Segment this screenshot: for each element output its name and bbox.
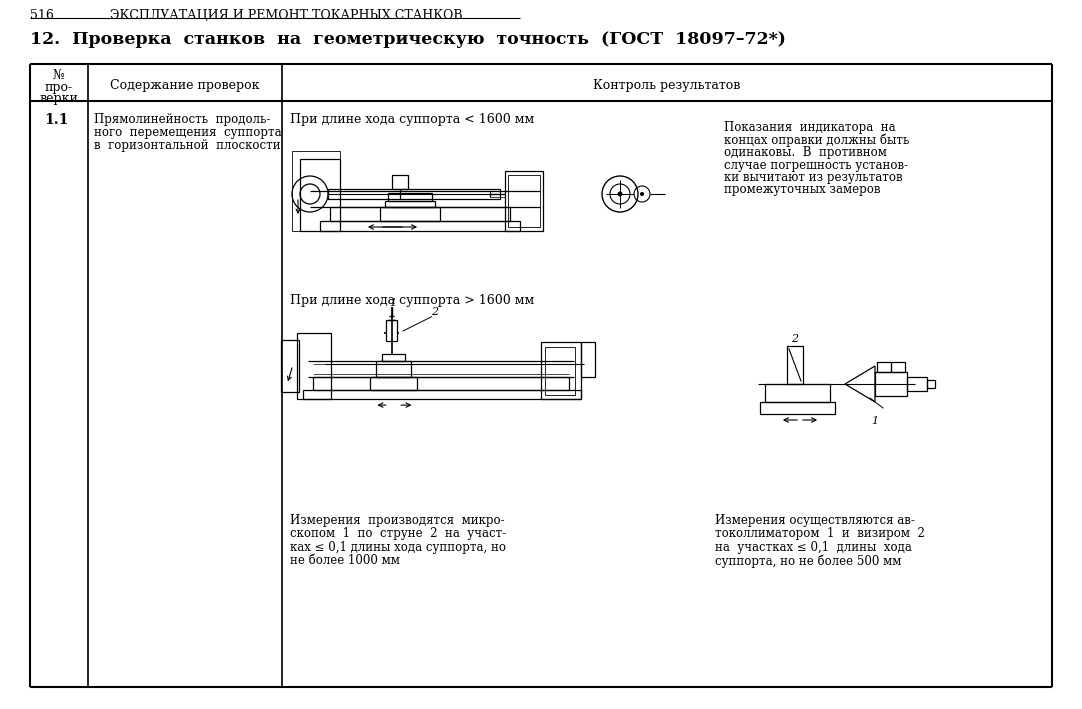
Bar — [388, 193, 432, 201]
Text: ки вычитают из результатов: ки вычитают из результатов — [724, 171, 902, 184]
Bar — [927, 380, 935, 388]
Bar — [875, 372, 907, 396]
Text: скопом  1  по  струне  2  на  участ-: скопом 1 по струне 2 на участ- — [290, 527, 506, 540]
Bar — [765, 384, 830, 402]
Bar — [370, 376, 418, 390]
Text: Измерения  производятся  микро-: Измерения производятся микро- — [290, 514, 504, 527]
Text: Прямолинейность  продоль-: Прямолинейность продоль- — [94, 113, 270, 126]
Text: Содержание проверок: Содержание проверок — [110, 79, 260, 92]
Bar — [392, 175, 408, 189]
Text: не более 1000 мм: не более 1000 мм — [290, 554, 400, 567]
Text: 1: 1 — [390, 298, 397, 308]
Text: ках ≤ 0,1 длины хода суппорта, но: ках ≤ 0,1 длины хода суппорта, но — [290, 541, 506, 554]
Bar — [300, 159, 340, 231]
Text: При длине хода суппорта < 1600 мм: При длине хода суппорта < 1600 мм — [290, 113, 535, 126]
Text: 1.1: 1.1 — [44, 113, 68, 127]
Text: 2: 2 — [791, 334, 799, 344]
Text: 2: 2 — [432, 307, 438, 317]
Bar — [313, 376, 569, 390]
Bar — [281, 340, 299, 392]
Text: При длине хода суппорта > 1600 мм: При длине хода суппорта > 1600 мм — [290, 294, 535, 307]
Text: одинаковы.  В  противном: одинаковы. В противном — [724, 146, 887, 159]
Bar — [787, 346, 803, 384]
Text: концах оправки должны быть: концах оправки должны быть — [724, 133, 909, 147]
Text: 12.  Проверка  станков  на  геометрическую  точность  (ГОСТ  18097–72*): 12. Проверка станков на геометрическую т… — [30, 31, 786, 48]
Bar — [328, 189, 500, 199]
Text: суппорта, но не более 500 мм: суппорта, но не более 500 мм — [715, 554, 901, 568]
Bar — [303, 390, 581, 399]
Text: на  участках ≤ 0,1  длины  хода: на участках ≤ 0,1 длины хода — [715, 541, 912, 554]
Text: случае погрешность установ-: случае погрешность установ- — [724, 159, 908, 172]
Text: №: № — [53, 70, 65, 83]
Circle shape — [639, 192, 644, 196]
Bar — [380, 207, 440, 221]
Bar — [509, 175, 540, 227]
Bar — [320, 221, 520, 231]
Text: верки: верки — [40, 92, 78, 105]
Text: ного  перемещения  суппорта: ного перемещения суппорта — [94, 126, 281, 139]
Text: 1: 1 — [871, 416, 879, 426]
Bar — [581, 342, 595, 376]
Text: токоллиматором  1  и  визиром  2: токоллиматором 1 и визиром 2 — [715, 527, 925, 540]
Bar — [292, 151, 340, 231]
Text: промежуточных замеров: промежуточных замеров — [724, 184, 881, 196]
Bar — [760, 402, 835, 414]
Bar — [385, 201, 435, 207]
Bar — [541, 342, 581, 399]
Circle shape — [618, 191, 622, 196]
Text: Измерения осуществляются ав-: Измерения осуществляются ав- — [715, 514, 915, 527]
Bar — [878, 362, 905, 372]
Bar — [382, 354, 405, 362]
Bar — [377, 362, 410, 376]
Text: 516: 516 — [30, 9, 54, 22]
Bar — [505, 171, 543, 231]
Bar — [330, 207, 510, 221]
Text: Контроль результатов: Контроль результатов — [593, 79, 741, 92]
Bar — [386, 320, 397, 340]
Text: про-: про- — [45, 81, 74, 94]
Text: ЭКСПЛУАТАЦИЯ И РЕМОНТ ТОКАРНЫХ СТАНКОВ: ЭКСПЛУАТАЦИЯ И РЕМОНТ ТОКАРНЫХ СТАНКОВ — [110, 9, 463, 22]
Text: в  горизонтальной  плоскости: в горизонтальной плоскости — [94, 139, 280, 152]
Bar — [296, 333, 331, 399]
Bar — [544, 347, 575, 395]
Text: Показания  индикатора  на: Показания индикатора на — [724, 121, 896, 134]
Bar — [907, 377, 927, 391]
